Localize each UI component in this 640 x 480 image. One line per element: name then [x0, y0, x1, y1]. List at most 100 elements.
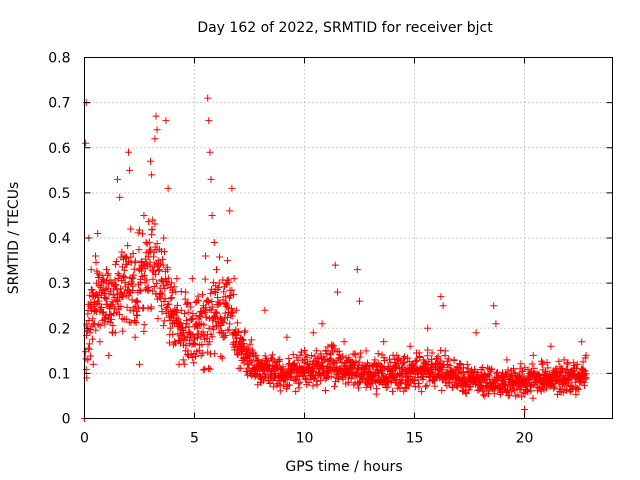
data-point	[89, 360, 97, 368]
y-tick-label: 0.1	[48, 366, 70, 382]
data-point	[528, 360, 536, 368]
data-point	[87, 352, 95, 360]
data-point	[215, 299, 223, 307]
data-point	[215, 279, 223, 287]
data-point	[199, 302, 207, 310]
data-point	[265, 365, 273, 373]
data-point	[323, 374, 330, 382]
x-tick-label: 0	[80, 431, 89, 447]
data-point	[401, 366, 409, 374]
data-point	[181, 310, 189, 318]
data-point	[105, 280, 113, 288]
data-point	[213, 309, 221, 317]
data-point	[240, 340, 248, 348]
data-point	[180, 335, 188, 343]
y-tick-label: 0.4	[48, 231, 70, 247]
data-point	[88, 335, 96, 343]
data-point	[582, 370, 590, 378]
data-point	[295, 384, 303, 392]
data-point	[428, 355, 436, 363]
data-point	[136, 226, 143, 234]
data-point	[135, 246, 143, 254]
data-point	[154, 315, 162, 323]
data-point	[95, 297, 103, 305]
y-tick-label: 0	[62, 412, 71, 428]
data-point	[96, 322, 104, 330]
data-point	[195, 320, 203, 328]
data-point	[148, 225, 156, 233]
data-point	[103, 266, 110, 274]
data-point	[301, 369, 308, 377]
data-point	[339, 352, 347, 360]
data-point	[375, 374, 383, 382]
data-point	[538, 360, 546, 368]
data-point	[327, 373, 335, 381]
data-point	[211, 309, 219, 317]
y-tick-label: 0.7	[48, 96, 70, 112]
data-point	[151, 220, 159, 228]
data-point	[164, 266, 172, 274]
data-point	[327, 356, 335, 364]
data-point	[356, 353, 364, 361]
data-point	[551, 369, 559, 377]
data-point	[173, 275, 181, 283]
data-point	[354, 384, 362, 392]
data-point	[345, 369, 352, 377]
data-point	[202, 252, 209, 260]
data-point	[510, 386, 518, 394]
data-point	[177, 287, 185, 295]
data-point	[105, 351, 113, 359]
data-point	[87, 266, 95, 274]
chart-title: Day 162 of 2022, SRMTID for receiver bjc…	[197, 20, 493, 36]
data-point	[227, 291, 235, 299]
data-point	[331, 261, 339, 269]
data-point	[170, 283, 178, 291]
data-point	[569, 383, 577, 391]
data-point	[136, 286, 144, 294]
data-point	[309, 382, 317, 390]
data-point	[231, 330, 239, 338]
data-point	[129, 275, 137, 283]
data-point	[303, 353, 311, 361]
data-point	[119, 327, 127, 335]
data-point	[419, 356, 427, 364]
data-point	[158, 276, 166, 284]
data-point	[221, 293, 229, 301]
data-point	[144, 304, 152, 312]
data-point	[117, 288, 125, 296]
data-point	[245, 345, 253, 353]
data-point	[494, 368, 502, 376]
data-point	[160, 298, 168, 306]
data-point	[182, 288, 190, 296]
data-point	[543, 378, 550, 386]
data-point	[217, 352, 225, 360]
data-point	[201, 275, 209, 283]
data-point	[428, 349, 436, 357]
data-point	[404, 354, 412, 362]
data-point	[208, 297, 216, 305]
data-point	[269, 351, 277, 359]
data-point	[211, 350, 219, 358]
data-point	[530, 364, 538, 372]
data-point	[140, 211, 148, 219]
data-point	[202, 307, 210, 315]
data-point	[252, 351, 260, 359]
data-point	[438, 387, 446, 395]
data-point	[155, 266, 163, 274]
data-point	[402, 378, 410, 386]
data-point	[321, 387, 329, 395]
data-point	[226, 207, 234, 215]
data-point	[199, 366, 207, 374]
data-point	[456, 360, 464, 368]
data-point	[157, 289, 165, 297]
data-point	[208, 303, 216, 311]
data-point	[224, 304, 232, 312]
data-point	[161, 285, 169, 293]
data-point	[484, 371, 492, 379]
data-point	[334, 374, 342, 382]
data-point	[198, 291, 206, 299]
data-point	[102, 285, 110, 293]
data-point	[153, 240, 161, 248]
data-point	[204, 94, 212, 102]
data-point	[240, 359, 248, 367]
